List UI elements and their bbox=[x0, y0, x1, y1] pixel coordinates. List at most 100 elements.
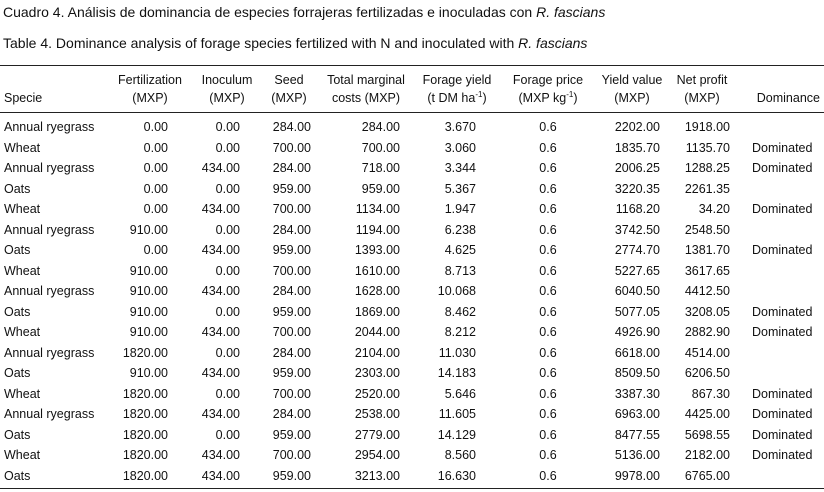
table-cell: Annual ryegrass bbox=[4, 407, 95, 421]
table-cell: 3742.50 bbox=[614, 222, 660, 237]
table-cell: 0.6 bbox=[539, 284, 557, 298]
header-rule bbox=[0, 112, 824, 113]
table-cell: 700.00 bbox=[272, 140, 311, 155]
table-cell: 9978.00 bbox=[614, 468, 660, 483]
column-header: (MXP) bbox=[614, 90, 649, 106]
table-cell: 5.367 bbox=[444, 181, 476, 196]
table-cell: 4514.00 bbox=[684, 345, 730, 360]
table-cell: 718.00 bbox=[361, 161, 400, 175]
table-cell: 0.6 bbox=[539, 448, 557, 462]
table-cell: 959.00 bbox=[272, 181, 311, 196]
table-cell: 434.00 bbox=[201, 407, 240, 421]
table-cell: 959.00 bbox=[361, 181, 400, 196]
table-cell: Wheat bbox=[4, 263, 41, 278]
table-cell: 4.625 bbox=[444, 243, 476, 257]
table-cell: 434.00 bbox=[201, 243, 240, 257]
table-cell: 0.6 bbox=[539, 366, 557, 380]
table-cell: 434.00 bbox=[201, 366, 240, 380]
table-cell: 0.00 bbox=[215, 140, 240, 155]
table-cell: 0.6 bbox=[539, 140, 557, 155]
table-cell: 6040.50 bbox=[614, 284, 660, 298]
table-cell: 5136.00 bbox=[614, 448, 660, 462]
table-cell: 700.00 bbox=[272, 448, 311, 462]
table-cell: 700.00 bbox=[272, 386, 311, 401]
table-cell: 8477.55 bbox=[614, 427, 660, 442]
text: Inoculum bbox=[201, 73, 253, 87]
text: (MXP) bbox=[132, 91, 168, 105]
superscript: -1 bbox=[475, 90, 483, 99]
table-cell: 1134.00 bbox=[355, 202, 400, 216]
table-cell: 34.20 bbox=[698, 202, 730, 216]
table-cell: 0.6 bbox=[539, 120, 557, 134]
table-cell: 8.713 bbox=[444, 263, 476, 278]
table-cell: 434.00 bbox=[201, 448, 240, 462]
text: Fertilization bbox=[118, 73, 182, 87]
column-header: Inoculum bbox=[202, 72, 253, 88]
table-cell: 434.00 bbox=[201, 284, 240, 298]
table-cell: 1835.70 bbox=[614, 140, 660, 155]
text: Net profit bbox=[676, 73, 728, 87]
text: Total marginal bbox=[327, 73, 405, 87]
text: Seed bbox=[274, 73, 304, 87]
bottom-rule bbox=[0, 488, 824, 489]
table-cell: 284.00 bbox=[272, 407, 311, 421]
table-cell: 3387.30 bbox=[614, 386, 660, 401]
table-cell: 434.00 bbox=[201, 202, 240, 216]
table-cell: 959.00 bbox=[272, 468, 311, 483]
table-cell: 2954.00 bbox=[354, 448, 400, 462]
text: (t DM ha bbox=[427, 91, 476, 105]
table-cell: 2182.00 bbox=[684, 448, 730, 462]
table-cell: 910.00 bbox=[129, 325, 168, 339]
text: Yield value bbox=[601, 73, 663, 87]
table-cell: 0.00 bbox=[215, 427, 240, 442]
table-cell: 3220.35 bbox=[614, 181, 660, 196]
table-cell: Oats bbox=[4, 427, 31, 442]
table-cell: 11.030 bbox=[438, 345, 476, 360]
text: Forage yield bbox=[422, 73, 492, 87]
table-cell: Annual ryegrass bbox=[4, 222, 95, 237]
table-cell: 0.6 bbox=[539, 243, 557, 257]
italic-text: R. fascians bbox=[518, 35, 588, 51]
table-cell: 2303.00 bbox=[354, 366, 400, 380]
table-cell: 1820.00 bbox=[122, 468, 168, 483]
table-cell: 1820.00 bbox=[122, 448, 168, 462]
table-cell: Dominated bbox=[752, 427, 813, 442]
table-cell: 0.00 bbox=[215, 181, 240, 196]
table-cell: 0.6 bbox=[539, 263, 557, 278]
text: Cuadro 4. Análisis de dominancia de espe… bbox=[3, 4, 537, 20]
table-cell: 0.00 bbox=[215, 263, 240, 278]
table-cell: Dominated bbox=[752, 407, 813, 421]
table-cell: Dominated bbox=[752, 386, 813, 401]
table-cell: 6206.50 bbox=[684, 366, 730, 380]
table-cell: 959.00 bbox=[272, 243, 311, 257]
table-cell: 0.00 bbox=[215, 120, 240, 134]
column-header: costs (MXP) bbox=[332, 90, 400, 106]
table-cell: 11.605 bbox=[438, 407, 476, 421]
table-cell: 0.00 bbox=[143, 202, 168, 216]
table-cell: 0.6 bbox=[539, 325, 557, 339]
table-cell: 910.00 bbox=[129, 263, 168, 278]
table-cell: 284.00 bbox=[272, 345, 311, 360]
table-cell: 0.00 bbox=[215, 304, 240, 319]
table-cell: 867.30 bbox=[691, 386, 730, 401]
table-cell: 910.00 bbox=[129, 284, 168, 298]
table-cell: 8.212 bbox=[444, 325, 476, 339]
table-cell: 1168.20 bbox=[615, 202, 660, 216]
column-header: Total marginal bbox=[327, 72, 405, 88]
table-cell: 0.6 bbox=[539, 202, 557, 216]
table-cell: 434.00 bbox=[201, 325, 240, 339]
table-cell: 959.00 bbox=[272, 366, 311, 380]
table-cell: 2261.35 bbox=[684, 181, 730, 196]
column-header: (t DM ha-1) bbox=[427, 90, 486, 106]
column-header: (MXP kg-1) bbox=[519, 90, 578, 106]
table-cell: 0.00 bbox=[215, 345, 240, 360]
table-cell: 434.00 bbox=[201, 161, 240, 175]
table-cell: 0.00 bbox=[143, 140, 168, 155]
table-cell: 0.00 bbox=[143, 120, 168, 134]
table-cell: 1628.00 bbox=[354, 284, 400, 298]
table-cell: 284.00 bbox=[272, 284, 311, 298]
table-cell: 16.630 bbox=[437, 468, 476, 483]
table-cell: 1610.00 bbox=[354, 263, 400, 278]
table-cell: Dominated bbox=[752, 304, 813, 319]
table-cell: 4425.00 bbox=[684, 407, 730, 421]
